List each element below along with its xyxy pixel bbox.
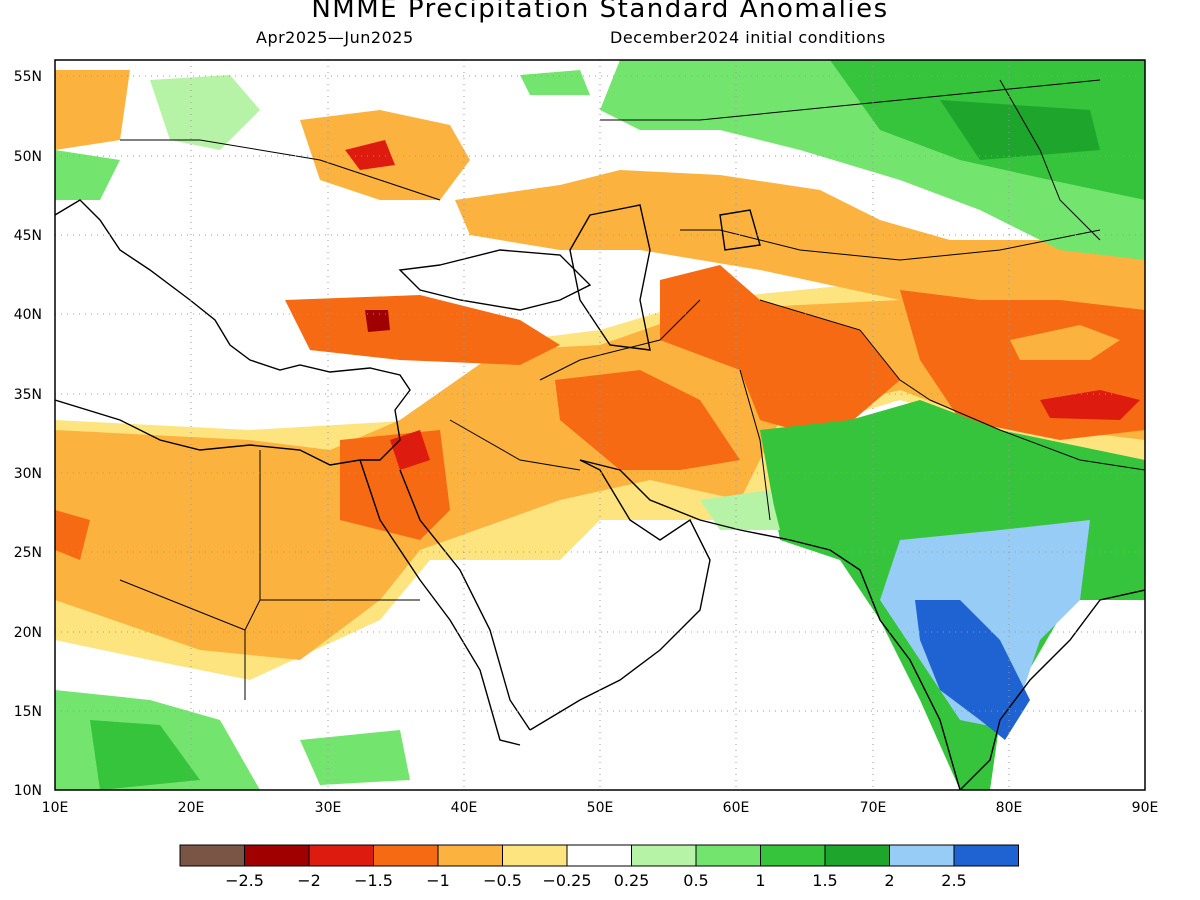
border-himalaya xyxy=(929,399,1145,471)
colorbar-swatch xyxy=(889,844,955,867)
border-kazakhstan-south xyxy=(680,229,1101,261)
anomaly-field xyxy=(55,60,1145,790)
blue-india xyxy=(915,600,1030,740)
initial-conditions: December2024 initial conditions xyxy=(610,28,886,47)
colorbar-label: 1.5 xyxy=(812,871,837,890)
colorbar-label: 1 xyxy=(755,871,765,890)
persia-india-coast xyxy=(579,459,961,790)
lon-axis: 10E 20E 30E 40E 50E 60E 70E 80E 90E xyxy=(42,800,1159,816)
colorbar-label: 0.5 xyxy=(683,871,708,890)
dark-orange-afghanistan xyxy=(660,265,900,440)
aral-sea xyxy=(719,209,761,251)
lon-tick-label: 10E xyxy=(42,800,69,816)
orange-region-nw xyxy=(55,70,130,150)
dark-red-turkey xyxy=(365,310,390,332)
lon-tick-label: 20E xyxy=(178,800,205,816)
colorbar-swatch xyxy=(308,844,374,867)
border-libya-chad xyxy=(119,579,246,631)
colorbar-swatch xyxy=(824,844,890,867)
map-frame xyxy=(54,59,1146,791)
border-libya-egypt xyxy=(244,450,261,700)
colorbar-swatch xyxy=(953,844,1019,867)
border-saudi-north xyxy=(449,419,581,471)
colorbar-label: −1 xyxy=(426,871,450,890)
colorbar-label: −2 xyxy=(297,871,321,890)
colorbar-swatch xyxy=(373,844,439,867)
lon-tick-label: 40E xyxy=(451,800,478,816)
lat-tick-label: 25N xyxy=(14,545,42,561)
mid-green-chad xyxy=(90,720,200,790)
colorbar-swatch xyxy=(502,844,568,867)
colorbar: −2.5 −2 −1.5 −1 −0.5 −0.25 0.25 0.5 1 1.5 2 2.5 xyxy=(179,844,1019,890)
red-tibet xyxy=(1040,390,1140,420)
border-iran-afghanistan xyxy=(739,369,771,521)
colorbar-label: 2.5 xyxy=(941,871,966,890)
black-sea xyxy=(398,249,592,311)
lon-tick-label: 30E xyxy=(315,800,342,816)
lat-tick-label: 20N xyxy=(14,625,42,641)
green-sudan xyxy=(300,730,410,785)
border-mongolia xyxy=(999,79,1101,241)
colorbar-swatch xyxy=(179,844,245,867)
lat-tick-label: 55N xyxy=(14,69,42,85)
map-title: NMME Precipitation Standard Anomalies xyxy=(311,0,889,24)
lat-tick-label: 15N xyxy=(14,704,42,720)
lat-tick-label: 50N xyxy=(14,149,42,165)
forecast-period: Apr2025—Jun2025 xyxy=(256,28,414,47)
lon-tick-label: 60E xyxy=(723,800,750,816)
light-green-poland xyxy=(150,75,260,150)
africa-north-coast xyxy=(55,399,361,466)
lat-tick-label: 40N xyxy=(14,307,42,323)
colorbar-swatch xyxy=(760,844,826,867)
dark-green-siberia xyxy=(940,100,1100,160)
lon-tick-label: 50E xyxy=(587,800,614,816)
borders xyxy=(119,79,1145,700)
arabia-south-coast xyxy=(529,459,711,731)
colorbar-swatch xyxy=(566,844,632,867)
lon-tick-label: 70E xyxy=(860,800,887,816)
colorbar-label: −0.25 xyxy=(542,871,591,890)
dark-orange-iran xyxy=(555,370,740,470)
lon-tick-label: 90E xyxy=(1132,800,1159,816)
colorbar-swatch xyxy=(695,844,761,867)
colorbar-label: 0.25 xyxy=(614,871,650,890)
india-east-coast xyxy=(959,589,1145,790)
green-russia-small xyxy=(520,70,590,95)
light-green-pakistan xyxy=(700,490,780,530)
colorbar-label: −1.5 xyxy=(354,871,393,890)
red-sea-west-coast xyxy=(359,459,521,746)
colorbar-label: −0.5 xyxy=(483,871,522,890)
green-france xyxy=(55,150,120,200)
lat-tick-label: 45N xyxy=(14,228,42,244)
red-sea-east-coast xyxy=(399,469,531,731)
border-kazakhstan-north xyxy=(600,79,1101,121)
lat-tick-label: 35N xyxy=(14,387,42,403)
colorbar-swatch xyxy=(244,844,310,867)
caspian-sea xyxy=(569,204,651,351)
inner-light-tibet xyxy=(1010,325,1120,360)
lat-axis: 10N 15N 20N 25N 30N 35N 40N 45N 50N 55N xyxy=(14,69,42,799)
border-iran-north xyxy=(539,299,701,381)
coastlines xyxy=(55,199,1145,790)
colorbar-label: −2.5 xyxy=(225,871,264,890)
colorbar-swatch xyxy=(437,844,503,867)
red-ukraine xyxy=(345,140,395,170)
border-afghanistan-north xyxy=(759,299,931,401)
dark-orange-libya xyxy=(55,510,90,560)
colorbar-label: 2 xyxy=(884,871,894,890)
lat-tick-label: 30N xyxy=(14,466,42,482)
mediterranean-coast xyxy=(55,199,411,461)
colorbar-swatch xyxy=(631,844,697,867)
lat-tick-label: 10N xyxy=(14,783,42,799)
border-europe xyxy=(120,139,441,201)
lon-tick-label: 80E xyxy=(996,800,1023,816)
dark-orange-turkey xyxy=(285,295,560,365)
